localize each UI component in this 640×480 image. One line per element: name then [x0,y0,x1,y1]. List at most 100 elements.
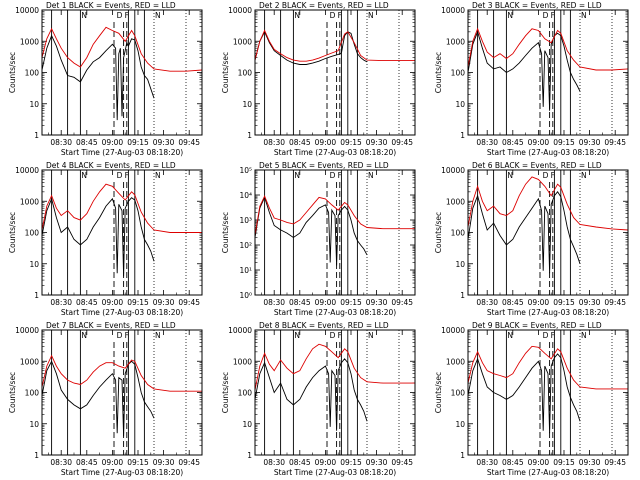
y-tick-label: 1 [34,291,39,300]
x-tick-label: 08:45 [502,298,524,307]
x-tick-label: 09:30 [579,458,601,467]
series-events-line [42,197,155,277]
x-tick-label: 08:45 [76,138,98,147]
x-tick-label: 09:45 [178,298,200,307]
chart-panel-9: Det 9 BLACK = Events, RED = LLD 1 10 100 100… [434,321,629,477]
x-tick-label: 08:30 [263,298,285,307]
x-tick-label: 08:30 [476,298,498,307]
plot-frame [467,329,629,456]
y-tick-label: 1 [247,131,252,140]
orbit-flag-label: N [81,11,87,20]
chart-title: Det 5 BLACK = Events, RED = LLD [259,161,389,170]
y-tick-label: 10⁵ [239,166,252,175]
x-tick-label: 09:00 [315,298,337,307]
x-tick-label: 09:15 [553,458,575,467]
orbit-flag-label: N [368,331,374,340]
plot-frame [254,9,416,136]
x-tick-label: 09:45 [391,298,413,307]
x-tick-label: 09:00 [315,458,337,467]
plot-frame [254,169,416,296]
series-events-line [42,34,155,121]
series-lld-line [255,343,415,391]
x-tick-label: 08:30 [50,298,72,307]
x-tick-label: 08:30 [263,138,285,147]
series-lld-line [42,354,202,392]
y-tick-label: 100 [451,229,466,238]
chart-panel-6: Det 6 BLACK = Events, RED = LLD 1 10 100 100… [434,161,629,317]
orbit-flag-label: D [330,331,336,340]
orbit-flag-label: F [551,11,555,20]
orbit-flag-label: D [117,171,123,180]
y-tick-label: 10⁰ [239,291,252,300]
series-events-line [255,30,368,65]
orbit-flag-label: N [368,171,374,180]
x-tick-label: 09:30 [366,138,388,147]
plot-frame [467,9,629,136]
x-tick-label: 09:00 [102,458,124,467]
x-tick-label: 09:15 [553,138,575,147]
orbit-flag-label: N [581,331,587,340]
plot-frame [467,169,629,296]
x-tick-label: 08:45 [289,298,311,307]
y-tick-label: 100 [451,389,466,398]
y-tick-label: 1000 [446,37,465,46]
x-tick-label: 09:00 [528,458,550,467]
orbit-flag-label: D [543,331,549,340]
y-tick-label: 1000 [446,357,465,366]
y-tick-label: 10 [242,100,252,109]
x-tick-label: 09:45 [604,138,626,147]
chart-panel-5: Det 5 BLACK = Events, RED = LLD 10⁰ 10¹ 10²… [221,161,416,317]
orbit-flag-label: D [543,171,549,180]
y-tick-label: 1000 [20,197,39,206]
y-tick-label: 10 [29,420,39,429]
x-tick-label: 08:30 [50,138,72,147]
y-axis-label: Counts/sec [221,212,230,253]
x-tick-label: 09:15 [127,298,149,307]
y-axis-label: Counts/sec [221,52,230,93]
x-tick-label: 08:30 [50,458,72,467]
x-tick-label: 09:15 [553,298,575,307]
orbit-flag-label: D [330,171,336,180]
x-tick-label: 09:00 [528,298,550,307]
orbit-flag-label: N [155,11,161,20]
x-axis-label: Start Time (27-Aug-03 08:18:20) [487,148,609,157]
orbit-flag-label: D [117,11,123,20]
x-tick-label: 09:45 [604,458,626,467]
x-axis-label: Start Time (27-Aug-03 08:18:20) [487,468,609,477]
y-axis-label: Counts/sec [434,372,443,413]
orbit-flag-label: D [543,11,549,20]
orbit-flag-label: N [581,171,587,180]
series-events-line [255,358,368,431]
orbit-flag-label: N [294,11,300,20]
series-events-line [42,360,155,437]
y-tick-label: 1000 [20,37,39,46]
y-tick-label: 10⁴ [239,191,252,200]
x-tick-label: 09:30 [153,138,175,147]
orbit-flag-label: N [155,171,161,180]
y-tick-label: 10¹ [239,266,252,275]
y-axis-label: Counts/sec [8,372,17,413]
y-tick-label: 10² [239,241,252,250]
x-tick-label: 09:00 [102,298,124,307]
series-lld-line [255,194,415,236]
y-tick-label: 1 [34,451,39,460]
x-axis-label: Start Time (27-Aug-03 08:18:20) [61,148,183,157]
x-axis-label: Start Time (27-Aug-03 08:18:20) [274,148,396,157]
orbit-flag-label: F [125,331,129,340]
y-tick-label: 1 [34,131,39,140]
x-tick-label: 08:30 [476,458,498,467]
series-events-line [255,196,368,266]
orbit-flag-label: N [368,11,374,20]
chart-panel-7: Det 7 BLACK = Events, RED = LLD 1 10 100 100… [8,321,203,477]
orbit-flag-label: F [338,331,342,340]
orbit-flag-label: F [338,11,342,20]
y-tick-label: 10 [455,420,465,429]
y-tick-label: 1 [460,291,465,300]
y-tick-label: 10000 [441,6,465,15]
y-tick-label: 10000 [441,326,465,335]
y-tick-label: 1 [460,131,465,140]
orbit-flag-label: D [117,331,123,340]
x-tick-label: 09:45 [391,138,413,147]
x-tick-label: 09:15 [127,138,149,147]
